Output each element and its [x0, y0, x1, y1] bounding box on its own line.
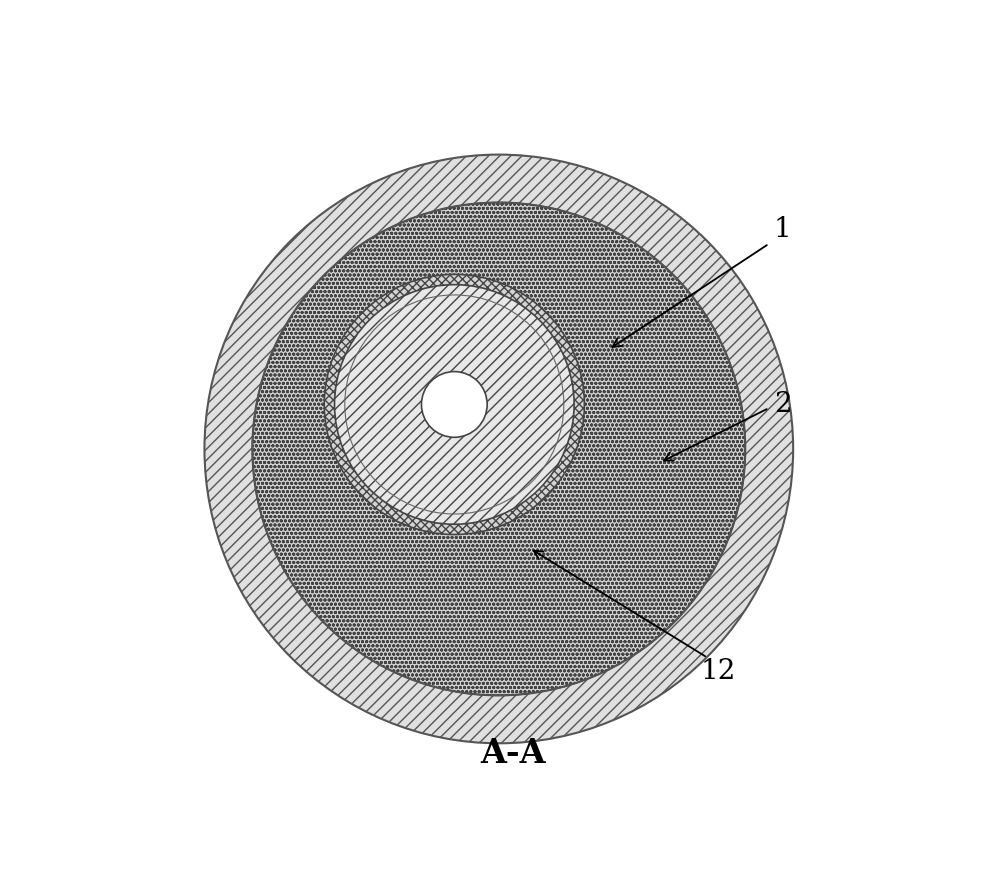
- Text: 2: 2: [774, 391, 792, 418]
- Circle shape: [421, 372, 487, 437]
- Circle shape: [324, 275, 584, 534]
- Text: A-A: A-A: [480, 737, 545, 770]
- Circle shape: [204, 155, 793, 743]
- Circle shape: [335, 284, 574, 525]
- Text: 12: 12: [700, 658, 736, 685]
- Circle shape: [252, 203, 745, 695]
- Circle shape: [252, 203, 745, 695]
- Text: 1: 1: [774, 216, 792, 244]
